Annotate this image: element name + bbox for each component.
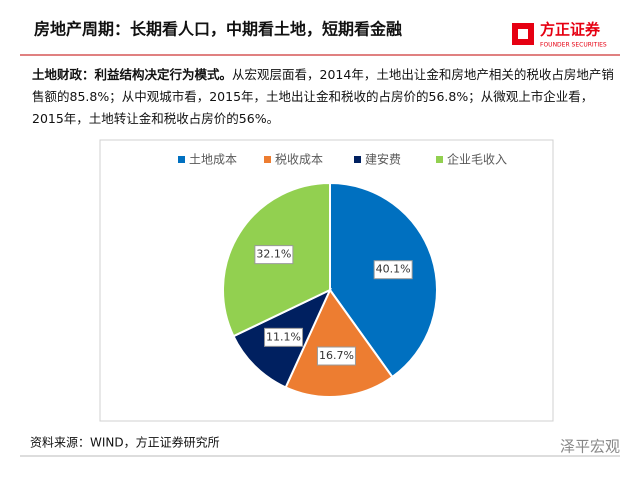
intro-paragraph: 土地财政：利益结构决定行为模式。从宏观层面看，2014年，土地出让金和房地产相关… (32, 64, 622, 130)
logo-icon-inner (518, 29, 528, 39)
legend-label: 税收成本 (275, 153, 323, 167)
legend-label: 建安费 (365, 152, 401, 167)
paragraph-body: 从宏观层面看，2014年，土地出让金和房地产相关的税收占房地产销售额的85.8%… (32, 67, 614, 126)
logo-text: 方正证券 (540, 21, 601, 39)
pie-slice (329, 181, 438, 379)
data-label-box (264, 327, 304, 347)
legend-label: 土地成本 (189, 153, 237, 167)
legend-swatch (264, 156, 271, 163)
chart-frame (99, 139, 554, 422)
pie-slice (284, 288, 394, 398)
legend-swatch (354, 156, 361, 163)
logo-en: FOUNDER SECURITIES (540, 42, 607, 49)
data-label: 32.1% (256, 248, 291, 261)
data-label: 16.7% (319, 349, 354, 362)
data-label: 11.1% (266, 330, 301, 343)
data-label-box (373, 260, 413, 280)
slide-title: 房地产周期：长期看人口，中期看土地，短期看金融 (34, 20, 402, 39)
data-label-box (254, 245, 294, 265)
data-label: 40.1% (376, 263, 411, 276)
paragraph-lead: 土地财政：利益结构决定行为模式。 (32, 67, 233, 82)
legend-label: 企业毛收入 (447, 152, 507, 167)
data-label-box (316, 346, 356, 366)
source-note: 资料来源：WIND，方正证券研究所 (30, 435, 220, 450)
legend-swatch (178, 156, 185, 163)
legend-swatch (436, 156, 443, 163)
watermark: 泽平宏观 (560, 438, 620, 456)
